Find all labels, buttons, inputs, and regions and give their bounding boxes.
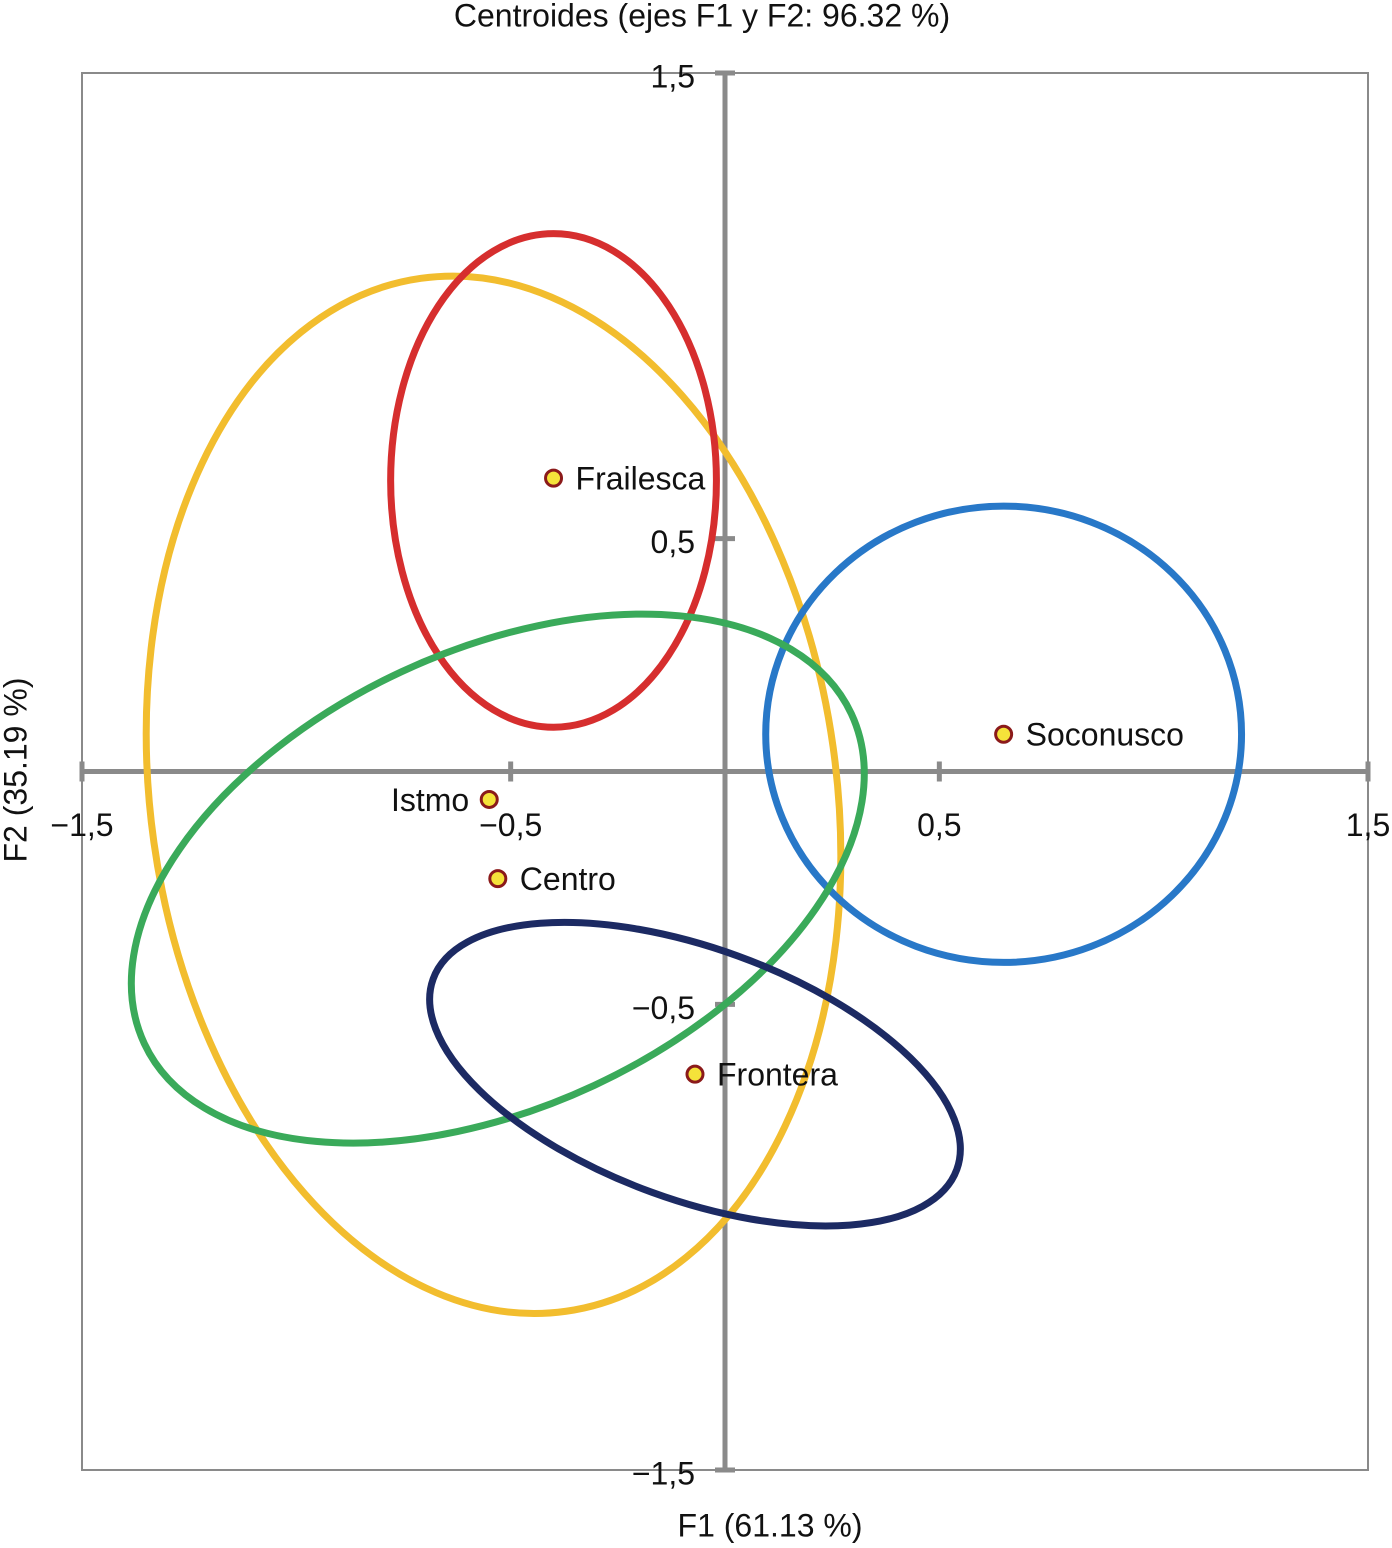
point-label: Istmo <box>391 782 469 818</box>
point-label: Frontera <box>717 1057 838 1093</box>
point-label: Soconusco <box>1026 717 1184 753</box>
y-axis-label: F2 (35.19 %) <box>0 678 33 863</box>
chart-title: Centroides (ejes F1 y F2: 96.32 %) <box>454 0 950 33</box>
confidence-ellipse <box>426 918 964 1230</box>
y-tick-label: 0,5 <box>651 524 695 560</box>
confidence-ellipse <box>142 272 845 1317</box>
x-tick-label: −0,5 <box>479 807 542 843</box>
x-axis-label: F1 (61.13 %) <box>678 1507 863 1543</box>
centroid-point <box>488 869 508 889</box>
y-tick-label: −1,5 <box>632 1455 695 1491</box>
y-tick-label: 1,5 <box>651 58 695 94</box>
centroid-point <box>685 1064 705 1084</box>
x-tick-label: 0,5 <box>917 807 961 843</box>
point-label: Centro <box>520 861 616 897</box>
confidence-ellipse <box>762 502 1246 966</box>
confidence-ellipse <box>127 610 868 1147</box>
point-label: Frailesca <box>576 461 706 497</box>
centroid-point <box>544 468 564 488</box>
x-tick-label: 1,5 <box>1346 807 1390 843</box>
centroid-point <box>994 724 1014 744</box>
centroid-point <box>479 789 499 809</box>
x-tick-label: −1,5 <box>50 807 113 843</box>
confidence-ellipse <box>387 230 720 731</box>
y-tick-label: −0,5 <box>632 990 695 1026</box>
